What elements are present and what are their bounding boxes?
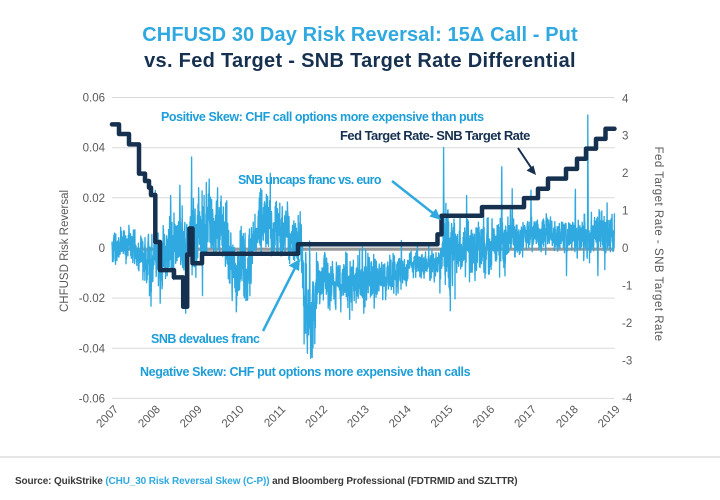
- svg-text:-3: -3: [622, 355, 632, 367]
- svg-text:Fed Target Rate - SNB Target R: Fed Target Rate - SNB Target Rate: [652, 146, 664, 341]
- svg-text:-1: -1: [622, 281, 632, 293]
- svg-text:0.02: 0.02: [83, 193, 105, 205]
- svg-text:4: 4: [622, 93, 629, 105]
- svg-text:Source: QuikStrike (CHU_30 Ris: Source: QuikStrike (CHU_30 Risk Reversal…: [15, 476, 517, 487]
- svg-text:1: 1: [622, 206, 628, 218]
- svg-text:CHFUSD 30 Day Risk Reversal: 1: CHFUSD 30 Day Risk Reversal: 15Δ Call - …: [142, 24, 578, 46]
- svg-text:vs. Fed Target - SNB Target Ra: vs. Fed Target - SNB Target Rate Differe…: [144, 50, 576, 72]
- svg-text:3: 3: [622, 131, 628, 143]
- svg-text:-4: -4: [622, 393, 633, 405]
- svg-text:-0.06: -0.06: [79, 393, 105, 405]
- svg-text:0.04: 0.04: [83, 143, 106, 155]
- svg-text:SNB uncaps franc vs. euro: SNB uncaps franc vs. euro: [238, 173, 382, 187]
- svg-text:Fed Target Rate- SNB Target Ra: Fed Target Rate- SNB Target Rate: [340, 128, 530, 143]
- svg-text:0: 0: [622, 243, 628, 255]
- svg-text:2: 2: [622, 168, 628, 180]
- svg-text:0: 0: [99, 243, 105, 255]
- svg-text:-2: -2: [622, 318, 632, 330]
- svg-text:Positive Skew: CHF call option: Positive Skew: CHF call options more exp…: [161, 110, 484, 124]
- svg-text:Negative Skew: CHF put options: Negative Skew: CHF put options more expe…: [140, 365, 471, 379]
- svg-text:0.06: 0.06: [83, 93, 105, 105]
- svg-text:-0.02: -0.02: [79, 293, 105, 305]
- svg-text:CHFUSD Risk Reversal: CHFUSD Risk Reversal: [59, 190, 71, 312]
- svg-text:-0.04: -0.04: [79, 343, 106, 355]
- svg-text:SNB devalues franc: SNB devalues franc: [151, 332, 260, 346]
